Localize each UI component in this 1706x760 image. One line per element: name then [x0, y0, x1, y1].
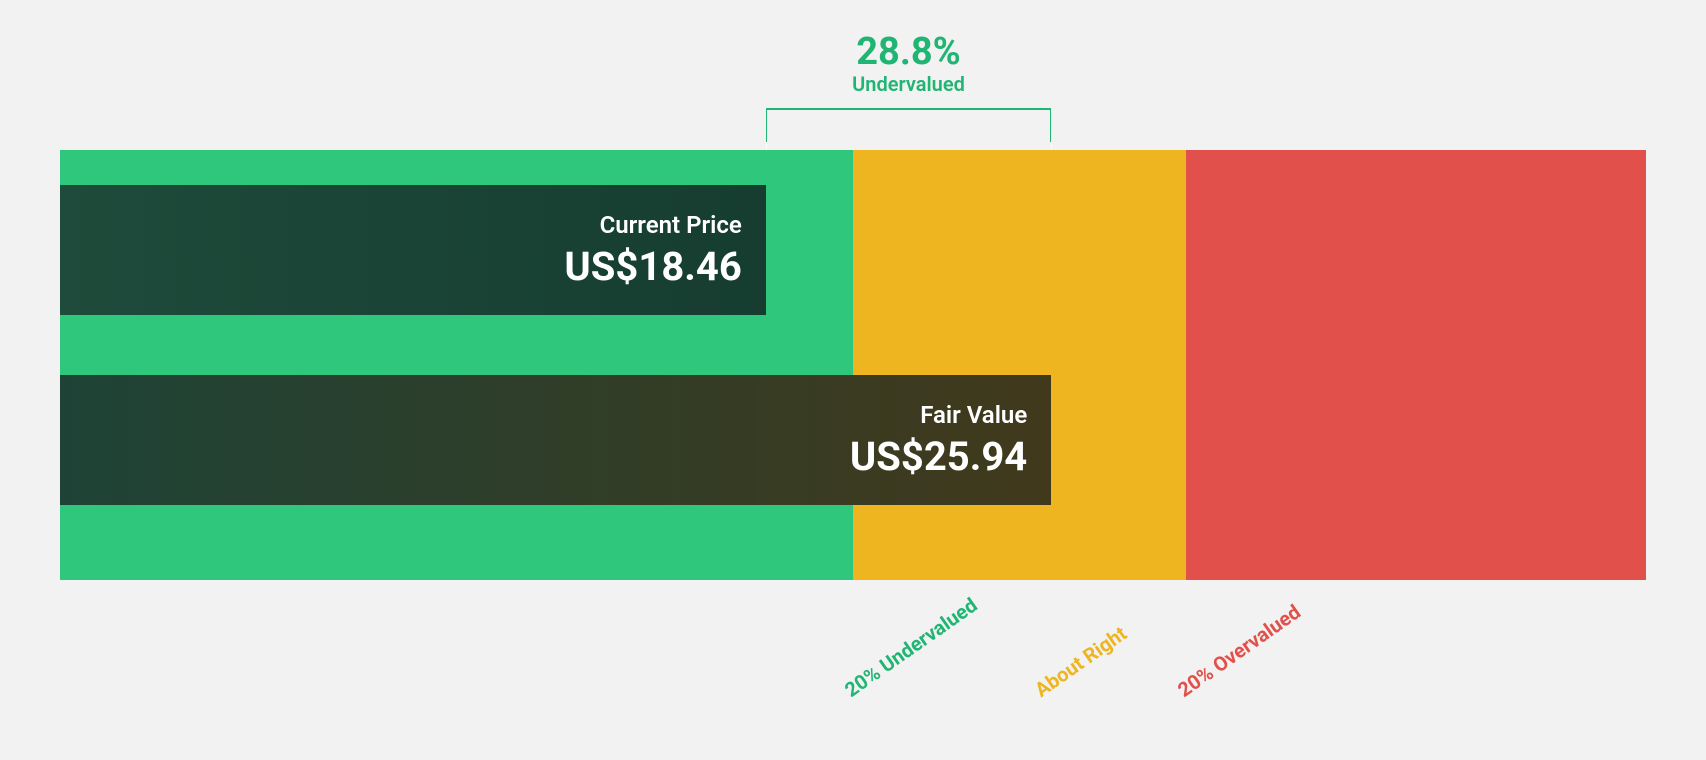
valuation-sublabel: Undervalued — [852, 72, 965, 96]
bar-fair-value: Fair Value US$25.94 — [60, 375, 1051, 505]
valuation-header: 28.8% Undervalued — [852, 30, 965, 96]
axis-label-overvalued: 20% Overvalued — [1173, 600, 1305, 702]
valuation-chart: Current Price US$18.46 Fair Value US$25.… — [60, 150, 1646, 580]
axis-label-about-right: About Right — [1030, 621, 1131, 702]
bar-current-price-text: Current Price US$18.46 — [564, 211, 741, 290]
current-price-value: US$18.46 — [564, 243, 741, 290]
bar-current-price: Current Price US$18.46 — [60, 185, 766, 315]
axis-label-undervalued: 20% Undervalued — [840, 593, 981, 702]
zone-overvalued — [1186, 150, 1646, 580]
zone-about-right — [853, 150, 1186, 580]
bar-fair-value-text: Fair Value US$25.94 — [850, 401, 1027, 480]
fair-value-label: Fair Value — [850, 401, 1027, 429]
fair-value-value: US$25.94 — [850, 433, 1027, 480]
valuation-bracket — [766, 108, 1051, 142]
current-price-label: Current Price — [564, 211, 741, 239]
valuation-percent: 28.8% — [852, 30, 965, 74]
